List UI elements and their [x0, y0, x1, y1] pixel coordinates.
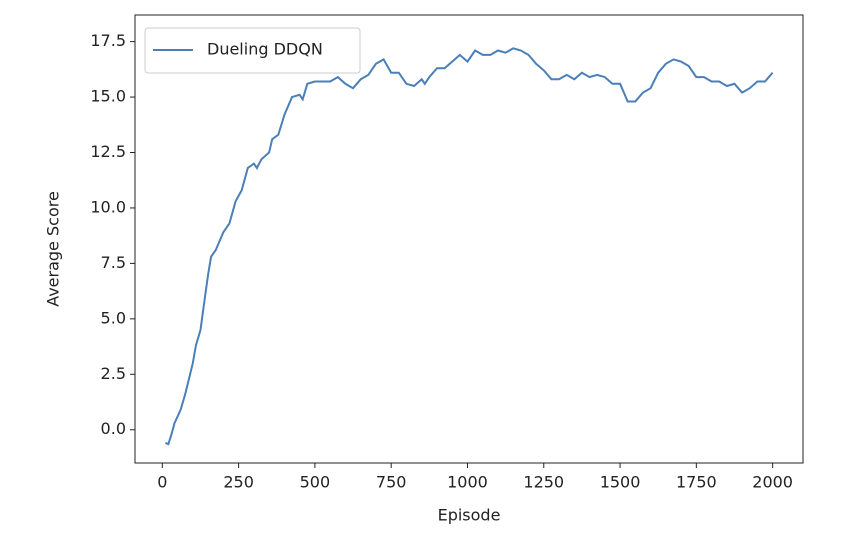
y-tick-label: 5.0: [101, 308, 126, 327]
x-tick-label: 1000: [447, 473, 488, 492]
plot-frame: [134, 14, 804, 464]
legend-label: Dueling DDQN: [207, 40, 323, 59]
x-axis-label: Episode: [438, 506, 501, 525]
y-tick-label: 0.0: [101, 419, 126, 438]
x-tick-label: 750: [376, 473, 407, 492]
x-tick-label: 1750: [676, 473, 717, 492]
legend-box: [144, 27, 361, 74]
y-tick-label: 12.5: [90, 142, 126, 161]
x-tick-label: 2000: [752, 473, 793, 492]
x-tick-label: 500: [300, 473, 331, 492]
y-axis-label: Average Score: [44, 191, 63, 307]
x-tick-label: 1500: [600, 473, 641, 492]
x-tick-label: 1250: [523, 473, 564, 492]
y-tick-label: 17.5: [90, 31, 126, 50]
x-tick-label: 250: [223, 473, 254, 492]
data-line: [165, 47, 774, 446]
y-tick-label: 15.0: [90, 87, 126, 106]
x-tick-label: 0: [157, 473, 167, 492]
y-tick-label: 10.0: [90, 197, 126, 216]
y-tick-label: 7.5: [101, 253, 126, 272]
y-tick-label: 2.5: [101, 364, 126, 383]
